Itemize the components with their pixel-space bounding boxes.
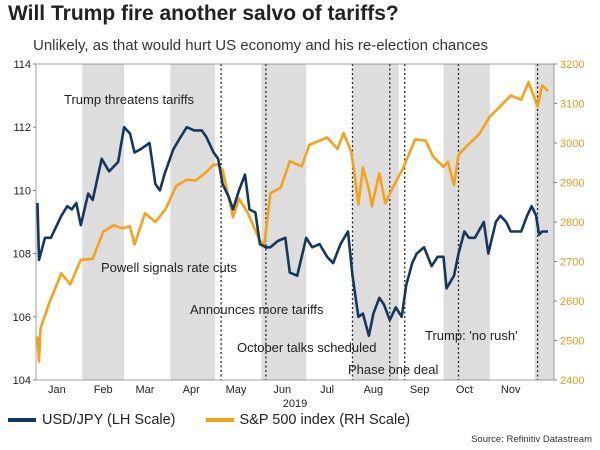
- legend-swatch-usdjpy: [8, 418, 36, 422]
- right-tick-label: 2900: [560, 178, 584, 190]
- legend-label-usdjpy: USD/JPY (LH Scale): [42, 412, 176, 428]
- source-note: Source: Refinitiv Datastream: [471, 434, 592, 445]
- right-tick-label: 3000: [560, 138, 584, 150]
- series-line-spx: [36, 80, 549, 363]
- right-tick-label: 2800: [560, 217, 584, 229]
- annotation-2: Powell signals rate cuts: [101, 260, 237, 275]
- left-tick-label: 112: [13, 122, 31, 134]
- x-tick-label-feb: Feb: [94, 384, 113, 396]
- x-tick-label-mar: Mar: [135, 384, 154, 396]
- chart-subtitle: Unlikely, as that would hurt US economy …: [33, 37, 488, 54]
- left-tick-label: 104: [13, 375, 31, 387]
- annotation-6: Trump: 'no rush': [425, 328, 518, 343]
- left-tick-label: 110: [13, 185, 31, 197]
- left-tick-label: 114: [13, 59, 31, 71]
- annotation-3: Announces more tariffs: [190, 302, 324, 317]
- x-tick-label-may: May: [226, 384, 247, 396]
- legend-item-usdjpy: USD/JPY (LH Scale): [8, 412, 176, 428]
- x-tick-label-jan: Jan: [48, 384, 66, 396]
- x-tick-label-jun: Jun: [273, 384, 291, 396]
- x-tick-label-nov: Nov: [501, 384, 521, 396]
- chart-title: Will Trump fire another salvo of tariffs…: [8, 2, 399, 25]
- shaded-months-layer: [82, 64, 554, 380]
- x-axis-label: 2019: [283, 398, 307, 410]
- right-tick-label: 3100: [560, 99, 584, 111]
- right-tick-label: 3200: [560, 59, 584, 71]
- shaded-month-apr: [170, 64, 216, 380]
- annotation-1: Trump threatens tariffs: [64, 92, 195, 107]
- right-tick-label: 2400: [560, 375, 584, 387]
- series-line-usdjpy: [36, 125, 548, 338]
- left-axis: 104 106 108 110 112 114: [13, 59, 36, 387]
- x-tick-label-sep: Sep: [410, 384, 430, 396]
- left-tick-label: 106: [13, 312, 31, 324]
- right-tick-label: 2600: [560, 296, 584, 308]
- chart-canvas: Trump threatens tariffs Powell signals ra…: [13, 59, 585, 410]
- right-axis: 2400 2500 2600 2700 2800 2900 3000 3100 3200: [554, 59, 584, 387]
- shaded-month-feb: [82, 64, 125, 380]
- shaded-month-aug: [352, 64, 399, 380]
- x-tick-label-aug: Aug: [364, 384, 384, 396]
- annotation-5: Phase one deal: [348, 362, 438, 377]
- annotations-layer: Trump threatens tariffs Powell signals ra…: [64, 92, 518, 377]
- x-tick-label-oct: Oct: [456, 384, 473, 396]
- annotation-4: October talks scheduled: [237, 340, 376, 355]
- legend-label-spx: S&P 500 index (RH Scale): [239, 412, 411, 428]
- shaded-month-jun: [261, 64, 307, 380]
- x-tick-label-jul: Jul: [320, 384, 334, 396]
- legend-swatch-spx: [205, 418, 234, 422]
- x-axis: Jan Feb Mar Apr May Jun Jul Aug Sep Oct Nov: [48, 384, 521, 396]
- left-tick-label: 108: [13, 249, 31, 261]
- series-layer: [36, 80, 549, 363]
- right-tick-label: 2700: [560, 257, 584, 269]
- legend: USD/JPY (LH Scale) S&P 500 index (RH Sca…: [8, 412, 440, 428]
- right-tick-label: 2500: [560, 336, 584, 348]
- shaded-month-dec: [534, 64, 554, 380]
- x-tick-label-apr: Apr: [183, 384, 200, 396]
- legend-item-spx: S&P 500 index (RH Scale): [205, 412, 411, 428]
- shaded-month-oct: [443, 64, 490, 380]
